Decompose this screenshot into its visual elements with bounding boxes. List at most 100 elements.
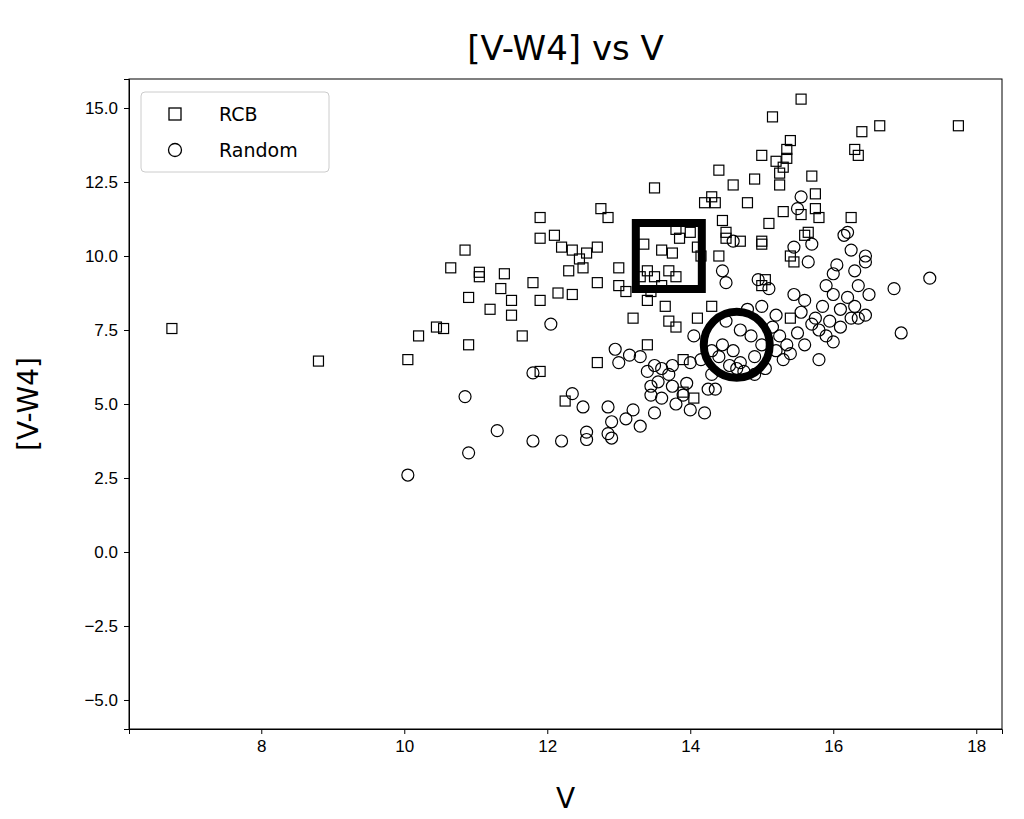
point [716, 265, 728, 277]
plot-frame [129, 79, 1002, 729]
legend-label: RCB [219, 103, 258, 125]
point [528, 278, 538, 288]
x-tick-mark [833, 729, 834, 734]
series-circle [402, 191, 936, 481]
y-tick-label: 10.0 [85, 247, 118, 266]
x-tick-mark [690, 729, 691, 734]
point [724, 360, 736, 372]
y-tick-label: 15.0 [85, 99, 118, 118]
point [795, 191, 807, 203]
point [675, 233, 685, 243]
point [810, 189, 820, 199]
x-axis-title: V [556, 782, 575, 815]
point [474, 267, 484, 277]
point [642, 340, 652, 350]
point [728, 180, 738, 190]
point [671, 272, 681, 282]
point [692, 313, 702, 323]
point [742, 198, 752, 208]
x-axis: 81012141618 [130, 729, 1003, 756]
point [577, 401, 589, 413]
point [785, 136, 795, 146]
x-tick-mark [261, 729, 262, 734]
point [446, 263, 456, 273]
point [603, 213, 613, 223]
point [775, 180, 785, 190]
point [845, 244, 857, 256]
point [717, 215, 727, 225]
point [664, 316, 674, 326]
y-tick: −2.5 [84, 617, 129, 636]
point [613, 357, 625, 369]
legend: RCB Random [141, 92, 329, 172]
point [875, 121, 885, 131]
point [592, 278, 602, 288]
background [0, 0, 1024, 819]
point [660, 301, 670, 311]
point [700, 198, 710, 208]
point [553, 288, 563, 298]
point [649, 360, 661, 372]
point [681, 377, 693, 389]
point [609, 343, 621, 355]
x-tick-label: 8 [257, 737, 266, 756]
point [770, 309, 782, 321]
legend-label: Random [219, 139, 298, 161]
point [795, 306, 807, 318]
y-tick-mark [124, 552, 129, 553]
point [628, 313, 638, 323]
point [707, 192, 717, 202]
point [623, 349, 635, 361]
point [491, 425, 503, 437]
point [535, 295, 545, 305]
point [684, 404, 696, 416]
point [803, 227, 813, 237]
point [846, 213, 856, 223]
point [799, 339, 811, 351]
point [757, 239, 767, 249]
point [167, 324, 177, 334]
x-tick-mark [404, 729, 405, 734]
x-tick-label: 18 [967, 737, 986, 756]
point [806, 238, 818, 250]
point [689, 393, 699, 403]
point [785, 313, 795, 323]
point [827, 336, 839, 348]
point [678, 355, 688, 365]
series-square [167, 94, 963, 406]
point [792, 203, 804, 215]
point [699, 407, 711, 419]
point [713, 351, 725, 363]
point [859, 309, 871, 321]
point [657, 245, 667, 255]
point [767, 112, 777, 122]
point [313, 356, 323, 366]
point [439, 324, 449, 334]
point [824, 315, 836, 327]
point [827, 288, 839, 300]
point [614, 281, 624, 291]
point [642, 266, 652, 276]
point [634, 420, 646, 432]
y-axis-title: [V-W4] [12, 357, 45, 451]
point [459, 391, 471, 403]
point [566, 388, 578, 400]
point [414, 331, 424, 341]
point [734, 324, 746, 336]
y-tick-mark [124, 330, 129, 331]
point [606, 416, 618, 428]
point [752, 274, 764, 286]
y-tick-mark [124, 256, 129, 257]
point [852, 280, 864, 292]
point [777, 354, 789, 366]
point [709, 383, 721, 395]
point [771, 156, 781, 166]
point [656, 392, 668, 404]
point [849, 300, 861, 312]
point [621, 287, 631, 297]
point [564, 266, 574, 276]
x-tick: 14 [681, 729, 700, 756]
point [627, 404, 639, 416]
point [852, 312, 864, 324]
point [403, 355, 413, 365]
